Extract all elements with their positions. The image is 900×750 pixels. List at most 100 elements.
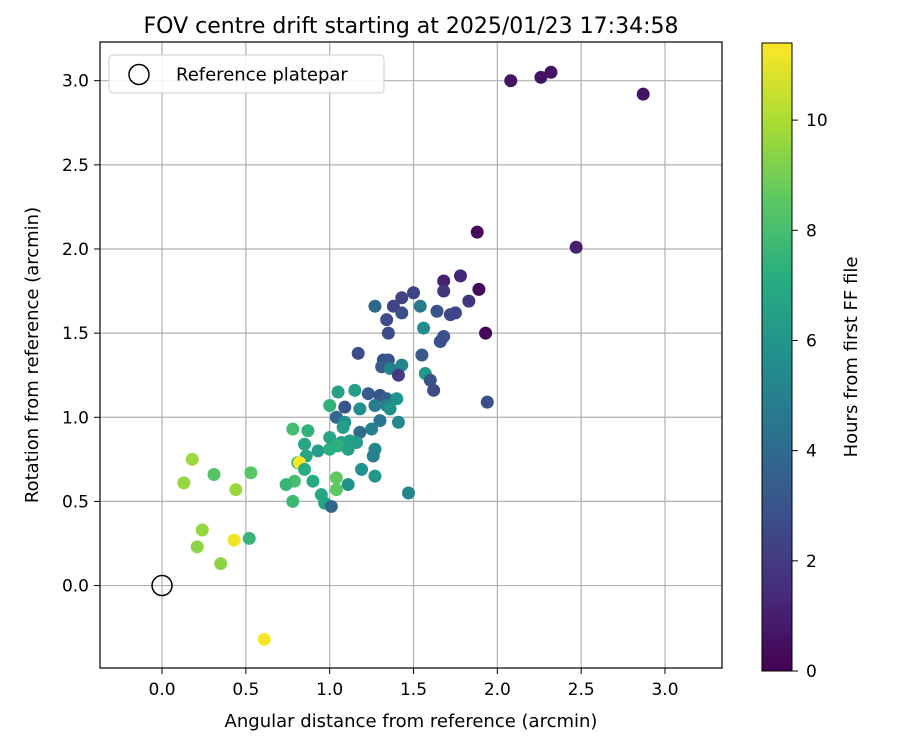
scatter-point xyxy=(423,373,437,387)
scatter-point xyxy=(323,442,337,456)
scatter-point xyxy=(448,306,462,320)
scatter-point xyxy=(401,486,415,500)
colorbar-tick-label: 10 xyxy=(806,111,828,131)
scatter-point xyxy=(390,392,404,406)
scatter-point xyxy=(190,540,204,554)
scatter-point xyxy=(391,415,405,429)
scatter-point xyxy=(368,398,382,412)
colorbar-ticks: 0 2 4 6 8 10 xyxy=(792,111,828,682)
y-tick-label: 0.0 xyxy=(62,577,89,597)
scatter-point xyxy=(366,449,380,463)
scatter-point xyxy=(427,383,441,397)
scatter-point xyxy=(395,358,409,372)
scatter-point xyxy=(373,414,387,428)
scatter-point xyxy=(242,531,256,545)
colorbar-tick-label: 8 xyxy=(806,221,817,241)
scatter-point xyxy=(177,476,191,490)
scatter-point xyxy=(472,282,486,296)
y-tick-label: 1.0 xyxy=(62,408,89,428)
colorbar-tick-label: 4 xyxy=(806,442,817,462)
scatter-point xyxy=(329,483,343,497)
scatter-point xyxy=(433,335,447,349)
scatter-point xyxy=(324,499,338,513)
scatter-point xyxy=(229,483,243,497)
scatter-point xyxy=(323,398,337,412)
legend-marker-reference xyxy=(128,63,150,86)
legend-label-reference: Reference platepar xyxy=(176,65,348,86)
x-tick-label: 3.0 xyxy=(651,680,678,700)
scatter-point xyxy=(504,74,518,88)
y-tick-label: 1.5 xyxy=(62,324,89,344)
scatter-point xyxy=(407,286,421,300)
scatter-point xyxy=(430,304,444,318)
scatter-point xyxy=(480,395,494,409)
scatter-point xyxy=(381,326,395,340)
colorbar-tick-label: 2 xyxy=(806,552,817,572)
scatter-point xyxy=(534,70,548,84)
x-axis-label: Angular distance from reference (arcmin) xyxy=(225,711,598,732)
scatter-point xyxy=(341,442,355,456)
colorbar-tick-label: 6 xyxy=(806,331,817,351)
scatter-point xyxy=(383,402,397,416)
data-points xyxy=(177,65,650,646)
scatter-point xyxy=(569,240,583,254)
scatter-point xyxy=(286,494,300,508)
scatter-point xyxy=(415,348,429,362)
scatter-point xyxy=(348,383,362,397)
scatter-point xyxy=(361,387,375,401)
scatter-point xyxy=(544,65,558,79)
x-tick-label: 1.0 xyxy=(316,680,343,700)
legend: Reference platepar xyxy=(108,54,385,94)
x-axis-ticks: 0.0 0.5 1.0 1.5 2.0 2.5 3.0 xyxy=(149,668,679,700)
scatter-point xyxy=(286,422,300,436)
scatter-point xyxy=(336,420,350,434)
scatter-point xyxy=(368,299,382,313)
plot-area-frame xyxy=(99,41,723,669)
scatter-point xyxy=(417,321,431,335)
scatter-point xyxy=(395,291,409,305)
colorbar-gradient xyxy=(761,42,793,672)
scatter-point xyxy=(329,471,343,485)
y-tick-label: 3.0 xyxy=(62,72,89,92)
grid-lines xyxy=(100,42,722,668)
scatter-point xyxy=(453,269,467,283)
scatter-point xyxy=(353,402,367,416)
scatter-point xyxy=(338,400,352,414)
scatter-point xyxy=(380,313,394,327)
scatter-point xyxy=(311,444,325,458)
scatter-point xyxy=(279,478,293,492)
scatter-point xyxy=(353,425,367,439)
scatter-point xyxy=(355,462,369,476)
scatter-point xyxy=(437,284,451,298)
chart-title: FOV centre drift starting at 2025/01/23 … xyxy=(144,14,679,39)
scatter-point xyxy=(395,306,409,320)
y-tick-label: 2.5 xyxy=(62,156,89,176)
colorbar: 0 2 4 6 8 10 Hours from first FF file xyxy=(761,42,862,682)
reference-platepar-marker xyxy=(151,574,173,597)
colorbar-label: Hours from first FF file xyxy=(841,257,862,458)
scatter-point xyxy=(306,474,320,488)
scatter-point xyxy=(185,452,199,466)
scatter-point xyxy=(257,632,271,646)
scatter-point xyxy=(331,385,345,399)
y-axis-ticks: 0.0 0.5 1.0 1.5 2.0 2.5 3.0 xyxy=(62,72,100,597)
x-tick-label: 0.0 xyxy=(149,680,176,700)
scatter-point xyxy=(207,467,221,481)
scatter-point xyxy=(323,430,337,444)
x-tick-label: 0.5 xyxy=(232,680,259,700)
x-tick-label: 1.5 xyxy=(400,680,427,700)
y-axis-label: Rotation from reference (arcmin) xyxy=(22,207,43,503)
y-tick-label: 2.0 xyxy=(62,240,89,260)
scatter-point xyxy=(351,346,365,360)
scatter-point xyxy=(391,368,405,382)
scatter-point xyxy=(341,478,355,492)
scatter-point xyxy=(195,523,209,537)
scatter-point xyxy=(462,294,476,308)
scatter-point xyxy=(298,462,312,476)
scatter-point xyxy=(368,469,382,483)
x-tick-label: 2.5 xyxy=(568,680,595,700)
y-tick-label: 0.5 xyxy=(62,492,89,512)
scatter-point xyxy=(244,466,258,480)
scatter-point xyxy=(214,557,228,571)
